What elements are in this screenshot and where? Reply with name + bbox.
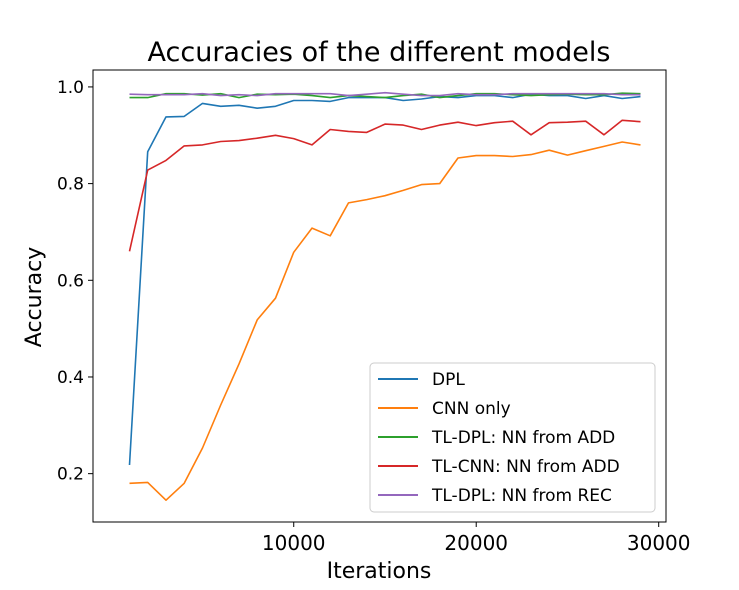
x-axis-label: Iterations [327, 559, 432, 584]
x-tick-label: 20000 [444, 531, 508, 555]
y-tick-label: 0.6 [57, 271, 84, 291]
x-axis: 10000 20000 30000 [262, 522, 691, 555]
legend-label-1: DPL [432, 370, 465, 390]
y-axis: 0.2 0.4 0.6 0.8 1.0 [57, 78, 93, 485]
series-line-2 [129, 141, 641, 502]
plot-frame [92, 69, 667, 523]
legend-label-4: TL-CNN: NN from ADD [431, 457, 620, 477]
series-line-5 [129, 91, 641, 97]
y-tick-label: 0.2 [57, 465, 84, 485]
series-line-4 [128, 119, 641, 252]
y-tick-label: 0.8 [57, 175, 84, 195]
y-tick-label: 0.4 [57, 368, 84, 388]
x-tick-label: 10000 [262, 531, 326, 555]
x-tick-label: 30000 [627, 531, 691, 555]
chart-title: Accuracies of the different models [148, 37, 611, 68]
legend-frame [369, 362, 656, 513]
legend: DPL CNN only TL-DPL: NN from ADD TL-CNN: NN… [369, 362, 656, 513]
legend-label-5: TL-DPL: NN from REC [431, 486, 612, 506]
y-tick-label: 1.0 [57, 78, 84, 98]
plot-area [128, 91, 641, 502]
legend-label-2: CNN only [432, 399, 511, 419]
legend-label-3: TL-DPL: NN from ADD [431, 428, 615, 448]
y-axis-label: Accuracy [22, 247, 47, 347]
